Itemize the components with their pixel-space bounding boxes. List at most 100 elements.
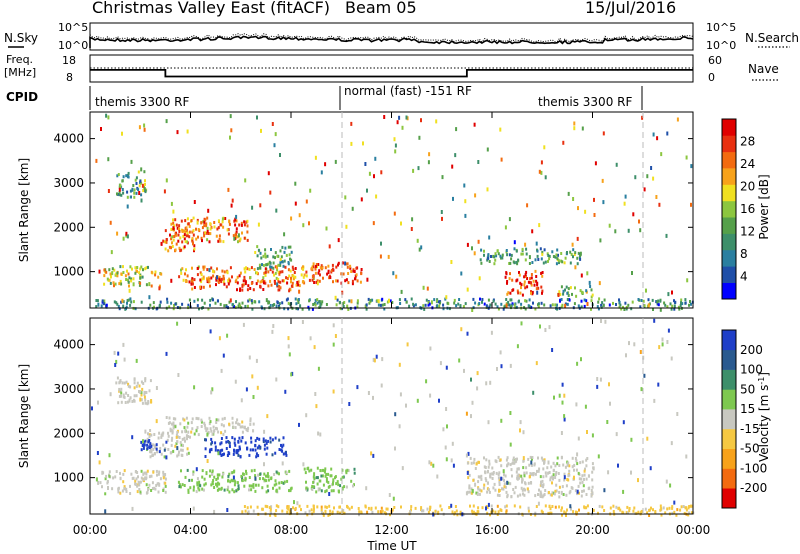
power-cells-cell-308 [186, 274, 189, 278]
vel-cells-cell-393 [229, 480, 232, 484]
vel-cells-cell-792 [552, 469, 555, 473]
vel-cells-cell-1561 [490, 330, 493, 335]
vel-cells-cell-853 [531, 456, 534, 459]
vel-cells-cell-1111 [476, 510, 479, 514]
vel-cells-cell-98 [122, 472, 125, 476]
power-cells-cell-1429 [412, 168, 415, 173]
vel-cells-cell-1113 [333, 506, 335, 510]
power-cells-cell-750 [567, 294, 570, 297]
vel-cells-cell-576 [556, 462, 559, 466]
noise-sky-label: N.Sky [4, 31, 38, 45]
power-cells-cell-449 [278, 284, 281, 288]
power-cells-cell-1096 [684, 298, 687, 302]
power-cells-cell-577 [283, 259, 286, 263]
power-cells-cell-207 [246, 219, 249, 223]
power-cells-cell-1361 [466, 242, 469, 247]
power-cells-cell-914 [129, 303, 132, 307]
power-cells-cell-445 [279, 286, 282, 290]
vel-cells-cell-1140 [689, 504, 692, 508]
power-cells-cell-1446 [655, 195, 658, 199]
power-cells-cell-1197 [583, 304, 586, 308]
power-cells-cell-1222 [212, 298, 214, 302]
vel-cells-cell-869 [568, 473, 571, 477]
x-tick-label-6: 00:00 [676, 523, 711, 537]
power-cells-cell-42 [127, 272, 130, 276]
vel-cells-cell-1369 [466, 470, 469, 475]
vel-cells-cell-216 [271, 438, 274, 442]
vel-cells-cell-275 [210, 442, 213, 446]
power-cells-cell-930 [132, 300, 135, 304]
power-cells-cell-980 [335, 303, 338, 307]
vel-cells-cell-1451 [429, 393, 432, 398]
vel-cells-cell-1303 [320, 511, 323, 515]
vel-cells-cell-86 [147, 488, 149, 491]
power-cells-cell-927 [680, 298, 683, 302]
power-cells-cell-1456 [122, 236, 125, 241]
vel-cells-cell-1124 [481, 506, 484, 510]
power-cells-cell-1140 [479, 297, 481, 301]
vel-cells-cell-212 [220, 437, 223, 440]
vel-cells-cell-1541 [210, 390, 213, 395]
vel-cells-cell-508 [322, 468, 324, 472]
noise-sky-trace [89, 35, 694, 48]
vel-cells-cell-1431 [450, 503, 453, 508]
vel-cells-cell-870 [513, 461, 516, 465]
vel-cells-cell-369 [245, 472, 248, 476]
power-cells-cell-586 [276, 254, 279, 258]
vel-cells-cell-1399 [548, 325, 551, 330]
vel-cells-cell-1347 [135, 358, 138, 363]
vel-cells-cell-214 [282, 443, 285, 447]
vel-cells-cell-513 [330, 489, 333, 493]
vel-cells-cell-137 [154, 444, 157, 448]
vel-cells-cell-1005 [249, 419, 252, 423]
power-cells-cell-572 [290, 258, 293, 262]
power-cells-cell-947 [95, 299, 98, 302]
vel-cells-cell-965 [203, 421, 206, 425]
power-cells-cell-395 [290, 280, 292, 284]
power-cells-cell-1275 [631, 271, 633, 275]
power-cells-cell-1173 [102, 302, 105, 306]
vel-cells-cell-675 [493, 482, 496, 486]
power-cells-cell-334 [218, 275, 221, 279]
power-cells-cell-1199 [455, 304, 458, 308]
vel-cells-cell-327 [218, 482, 221, 486]
vel-cells-cell-268 [235, 449, 238, 453]
power-cells-cell-192 [208, 240, 211, 244]
power-cells-cell-10 [125, 278, 128, 281]
power-cells-cell-908 [508, 303, 511, 307]
power-cells-cell-595 [558, 261, 560, 265]
power-cells-cell-45 [138, 283, 141, 287]
vel-cells-cell-1032 [206, 427, 209, 431]
power-cells-cell-1463 [540, 160, 543, 165]
vel-cells-cell-1126 [549, 511, 552, 515]
vel-cells-cell-1019 [241, 430, 244, 434]
vel-cells-cell-396 [252, 485, 255, 489]
power-cells-cell-1099 [263, 307, 266, 311]
power-cells-cell-92 [192, 229, 195, 233]
vel-cells-cell-1290 [560, 508, 563, 512]
vel-cells-cell-1492 [580, 357, 582, 362]
vel-cells-cell-1011 [246, 429, 249, 433]
vel-cells-cell-1355 [271, 329, 274, 334]
vel-cells-cell-1387 [535, 361, 538, 366]
freq-label-1: Freq. [6, 53, 33, 66]
power-cbar-swatch-1 [722, 266, 736, 283]
power-cells-cell-1479 [586, 302, 589, 306]
vel-cells-cell-1455 [284, 389, 287, 394]
vel-cells-cell-1149 [439, 504, 442, 508]
vel-cells-cell-157 [160, 435, 163, 439]
power-cells-cell-1370 [435, 119, 438, 124]
power-cells-cell-301 [294, 267, 297, 270]
vel-cells-cell-1529 [356, 385, 359, 390]
vel-cells-cell-490 [312, 480, 315, 484]
vel-cells-cell-772 [531, 472, 534, 476]
vel-cells-cell-783 [536, 469, 538, 473]
power-cells-cell-1259 [665, 233, 668, 238]
power-cells-cell-1302 [477, 239, 480, 244]
vel-cells-cell-1575 [317, 431, 320, 436]
power-cells-cell-199 [243, 236, 246, 240]
vel-cells-cell-43 [136, 484, 139, 488]
vel-cells-cell-1317 [626, 505, 629, 509]
power-cells-cell-1218 [198, 307, 200, 311]
vel-cells-cell-877 [120, 387, 123, 391]
